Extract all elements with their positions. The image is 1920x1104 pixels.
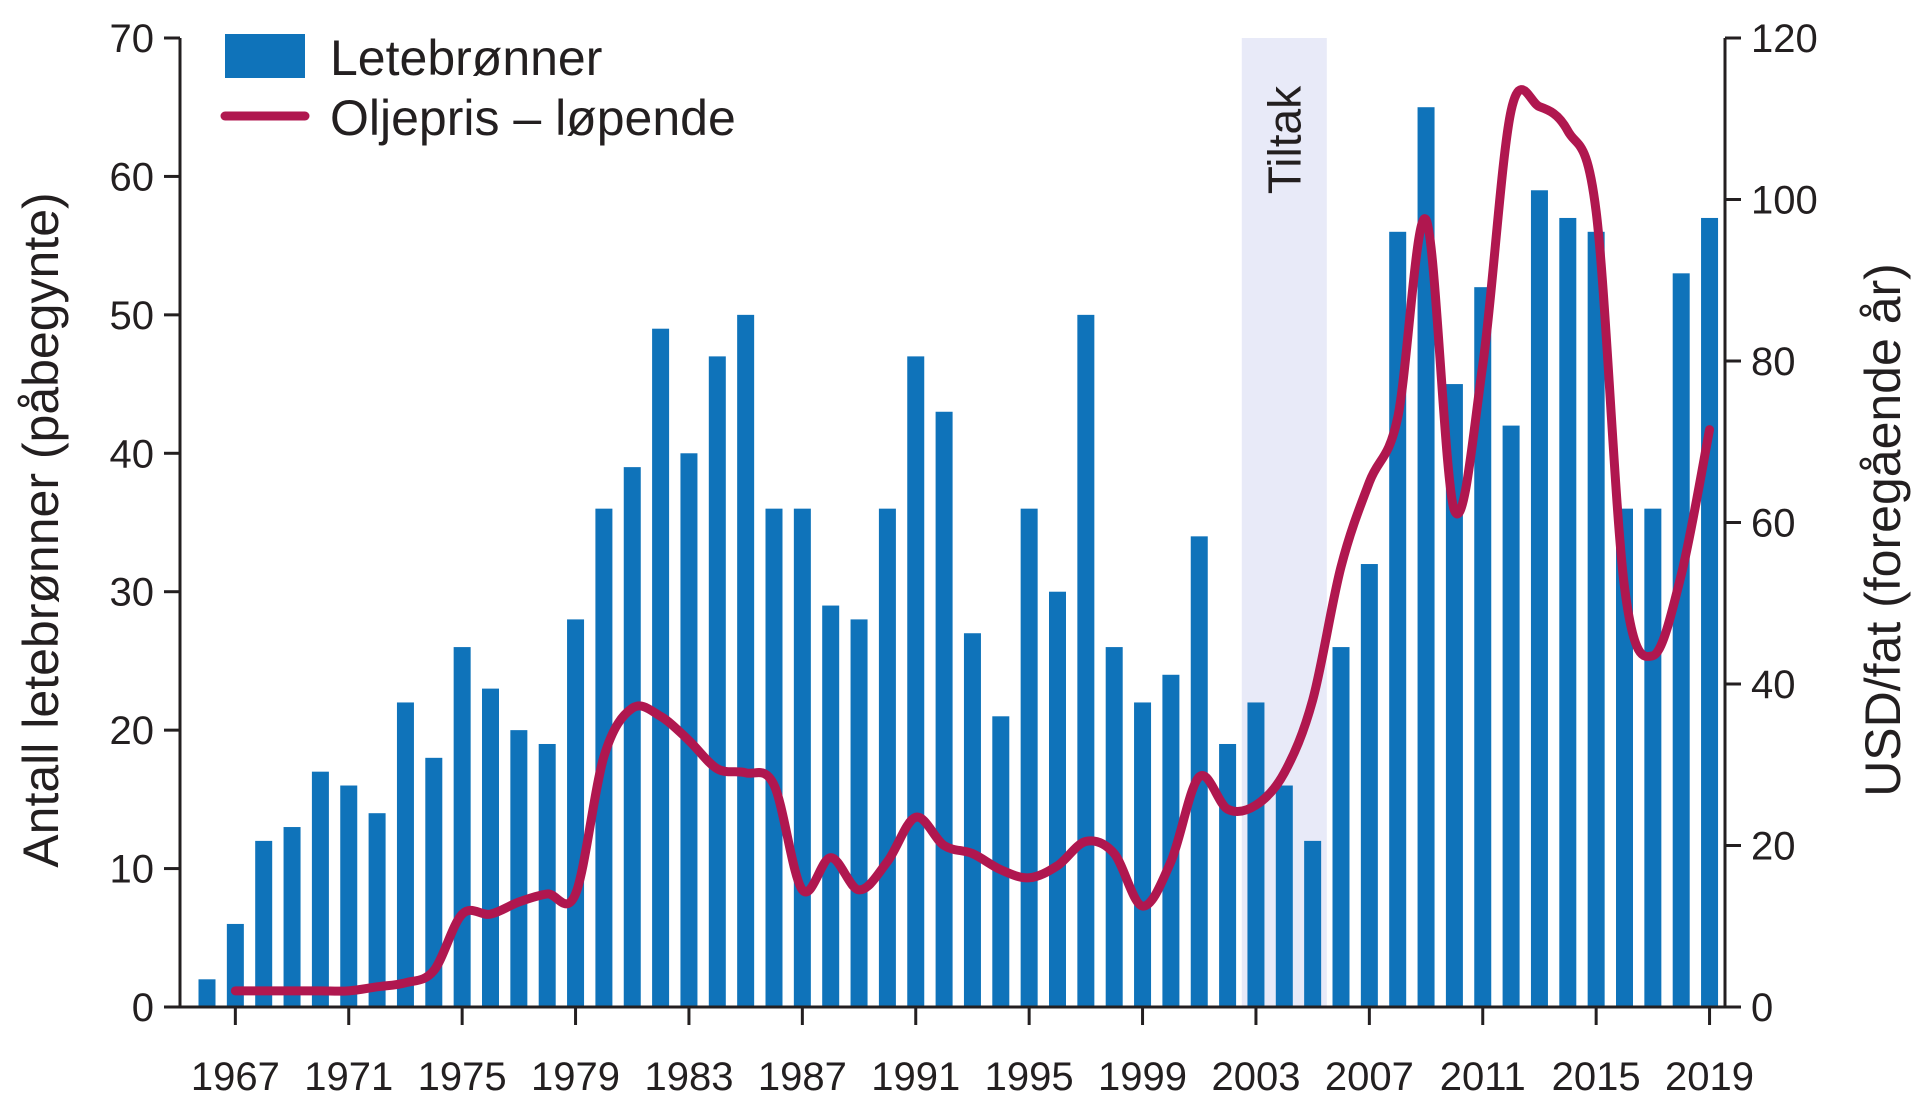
- bar-1966: [198, 979, 216, 1007]
- bar-1969: [283, 827, 301, 1007]
- right-axis-ticks: 0 20 40 60 80 100 120: [1725, 17, 1818, 1030]
- right-tick-label: 60: [1751, 502, 1796, 546]
- bar-2013: [1530, 190, 1548, 1007]
- bar-2009: [1417, 107, 1435, 1007]
- x-tick-label: 1967: [191, 1055, 280, 1099]
- bar-1987: [793, 508, 811, 1007]
- left-tick-label: 0: [132, 986, 154, 1030]
- bar-1992: [935, 411, 953, 1007]
- bar-1976: [482, 688, 499, 1007]
- right-axis-title: USD/fat (foregående år): [1855, 263, 1911, 797]
- right-tick-label: 0: [1751, 986, 1773, 1030]
- bar-1972: [368, 813, 386, 1007]
- x-tick-label: 1987: [758, 1055, 847, 1099]
- legend-label-letebronner: Letebrønner: [330, 30, 602, 86]
- bar-1974: [425, 757, 443, 1007]
- bar-series-letebronner: [198, 107, 1719, 1008]
- bar-1988: [822, 605, 840, 1007]
- right-tick-label: 120: [1751, 17, 1818, 61]
- bar-1989: [850, 619, 868, 1007]
- bar-1968: [255, 840, 273, 1007]
- bar-1985: [737, 314, 755, 1007]
- x-tick-label: 2007: [1325, 1055, 1414, 1099]
- x-tick-label: 1979: [531, 1055, 620, 1099]
- bar-1983: [680, 453, 698, 1007]
- bar-1967: [226, 923, 244, 1007]
- bar-1982: [652, 328, 670, 1007]
- x-tick-label: 1991: [871, 1055, 960, 1099]
- bar-2011: [1474, 287, 1492, 1008]
- right-tick-label: 40: [1751, 663, 1796, 707]
- shaded-region-label: Tiltak: [1258, 85, 1310, 194]
- bar-2000: [1162, 674, 1180, 1007]
- bar-1995: [1020, 508, 1038, 1007]
- legend: Letebrønner Oljepris – løpende: [220, 30, 736, 146]
- bar-2018: [1672, 273, 1690, 1007]
- bar-1998: [1105, 647, 1123, 1007]
- bar-1996: [1049, 591, 1066, 1007]
- line-series-oljepris: [230, 85, 1715, 996]
- bar-1990: [878, 508, 896, 1007]
- bar-1971: [340, 785, 358, 1007]
- right-tick-label: 20: [1751, 825, 1796, 869]
- bar-2014: [1559, 217, 1577, 1007]
- bar-2002: [1219, 743, 1237, 1007]
- x-tick-label: 1975: [418, 1055, 507, 1099]
- bar-1984: [708, 356, 726, 1007]
- x-tick-label: 1995: [985, 1055, 1074, 1099]
- bar-2010: [1445, 384, 1463, 1008]
- bar-1978: [538, 743, 556, 1007]
- bar-1970: [311, 771, 329, 1007]
- bar-2007: [1360, 564, 1378, 1007]
- left-axis-ticks: 0 10 20 30 40 50 60 70: [110, 17, 180, 1030]
- x-tick-label: 2015: [1552, 1055, 1641, 1099]
- x-tick-label: 2019: [1665, 1055, 1754, 1099]
- bar-2006: [1332, 647, 1350, 1007]
- bar-1979: [567, 619, 585, 1007]
- bar-2012: [1502, 425, 1520, 1008]
- left-tick-label: 30: [110, 571, 155, 615]
- left-tick-label: 60: [110, 155, 155, 199]
- bar-1973: [396, 702, 414, 1007]
- bar-2004: [1275, 785, 1293, 1007]
- bar-1977: [510, 730, 528, 1007]
- bar-2003: [1247, 702, 1265, 1007]
- bar-2005: [1304, 840, 1322, 1007]
- right-tick-label: 100: [1751, 179, 1818, 223]
- axes: 0 10 20 30 40 50 60 70 0 20 40 60 80 100 120 1967 1971…: [110, 17, 1818, 1099]
- x-tick-label: 2003: [1211, 1055, 1300, 1099]
- x-tick-label: 1983: [644, 1055, 733, 1099]
- x-axis-ticks: 1967 1971 1975 1979 1983 1987 1991 1995 1999 2003…: [191, 1007, 1754, 1099]
- bar-2019: [1701, 217, 1719, 1007]
- bar-1986: [765, 508, 783, 1007]
- x-tick-label: 1999: [1098, 1055, 1187, 1099]
- bar-1991: [907, 356, 925, 1007]
- left-axis-title: Antall letebrønner (påbegynte): [13, 192, 69, 867]
- bar-1997: [1077, 314, 1095, 1007]
- x-tick-label: 1971: [304, 1055, 393, 1099]
- bar-1981: [623, 467, 641, 1008]
- left-tick-label: 50: [110, 294, 155, 338]
- bar-2017: [1644, 508, 1662, 1007]
- bar-1975: [453, 647, 471, 1007]
- left-tick-label: 20: [110, 709, 155, 753]
- legend-swatch-letebronner: [225, 34, 305, 78]
- bar-2015: [1587, 231, 1605, 1008]
- left-tick-label: 70: [110, 17, 155, 61]
- bar-1993: [963, 633, 981, 1007]
- bar-1999: [1134, 702, 1152, 1007]
- left-tick-label: 40: [110, 432, 155, 476]
- right-tick-label: 80: [1751, 340, 1796, 384]
- legend-label-oljepris: Oljepris – løpende: [330, 90, 736, 146]
- left-tick-label: 10: [110, 848, 155, 892]
- x-tick-label: 2011: [1440, 1055, 1526, 1099]
- bar-1994: [992, 716, 1010, 1007]
